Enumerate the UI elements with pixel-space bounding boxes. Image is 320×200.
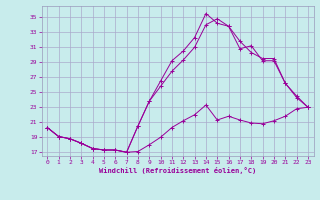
X-axis label: Windchill (Refroidissement éolien,°C): Windchill (Refroidissement éolien,°C) — [99, 167, 256, 174]
